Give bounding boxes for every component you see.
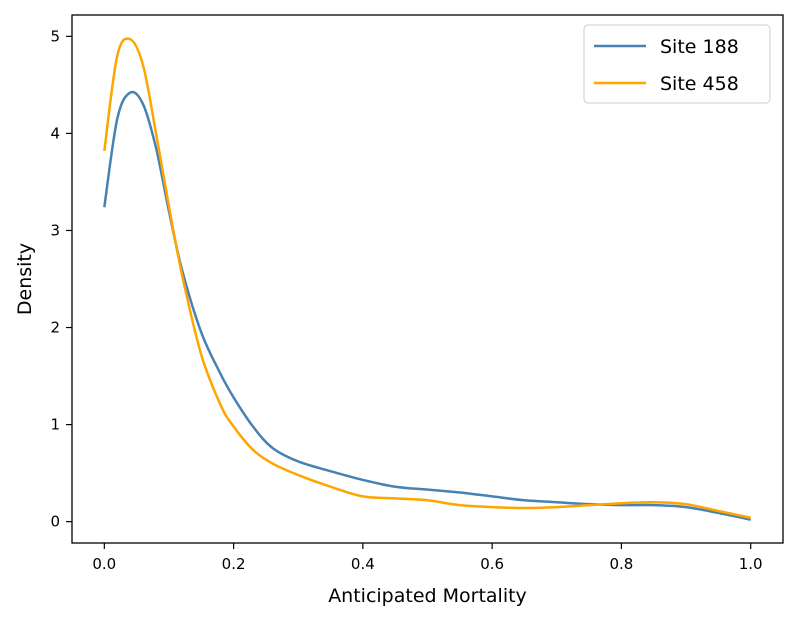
y-tick-label: 1: [50, 416, 60, 434]
plot-frame: [71, 14, 784, 544]
x-tick-label: 1.0: [739, 555, 763, 573]
y-axis: 0 1 2 3 4 5: [50, 27, 72, 531]
x-tick-label: 0.8: [609, 555, 633, 573]
x-tick-label: 0.4: [351, 555, 375, 573]
x-axis-label: Anticipated Mortality: [328, 585, 527, 607]
legend-label-site-188: Site 188: [660, 36, 739, 58]
y-tick-label: 5: [50, 27, 60, 45]
x-tick-label: 0.2: [222, 555, 246, 573]
x-tick-label: 0.6: [480, 555, 504, 573]
x-axis: 0.0 0.2 0.4 0.6 0.8 1.0: [92, 543, 763, 573]
legend-label-site-458: Site 458: [660, 73, 739, 95]
x-tick-label: 0.0: [92, 555, 116, 573]
y-axis-label: Density: [14, 243, 36, 315]
legend: Site 188 Site 458: [583, 24, 771, 104]
y-tick-label: 2: [50, 319, 60, 337]
y-tick-label: 3: [50, 221, 60, 239]
y-tick-label: 0: [50, 513, 60, 531]
y-tick-label: 4: [50, 124, 60, 142]
series-line-site-458: [103, 37, 751, 519]
series-layer: [103, 37, 751, 521]
